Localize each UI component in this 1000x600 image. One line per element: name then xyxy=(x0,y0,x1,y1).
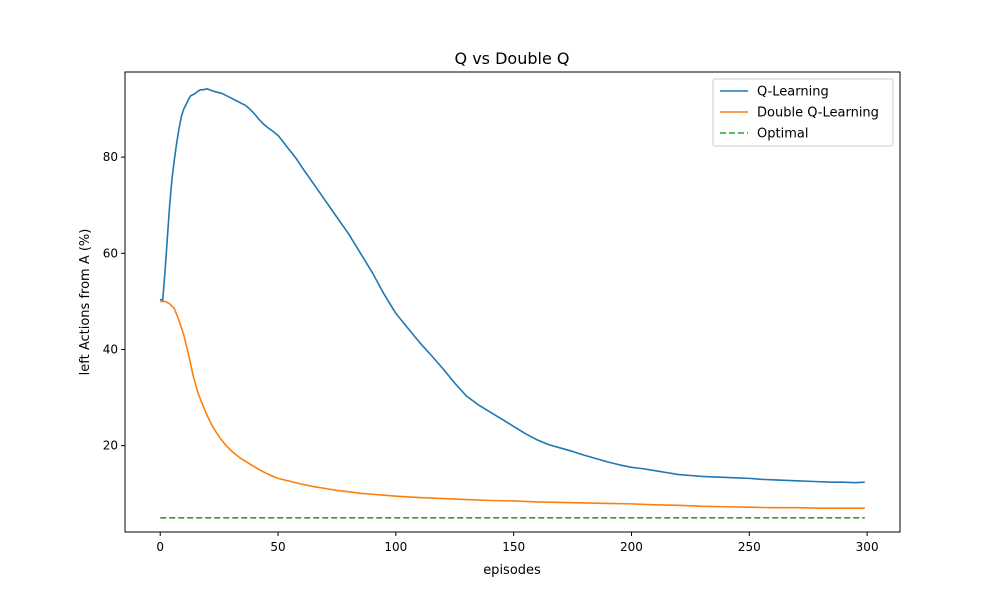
legend-label-optimal: Optimal xyxy=(757,127,808,142)
legend-label-double-q-learning: Double Q-Learning xyxy=(757,106,879,121)
x-tick-label: 300 xyxy=(856,540,879,554)
x-tick-label: 0 xyxy=(156,540,164,554)
y-tick-label: 20 xyxy=(103,439,118,453)
x-tick-label: 250 xyxy=(738,540,761,554)
x-axis-label: episodes xyxy=(483,563,541,578)
legend: Q-Learning Double Q-Learning Optimal xyxy=(712,78,894,147)
y-axis-ticks: 20 40 60 80 xyxy=(103,150,125,453)
x-tick-label: 150 xyxy=(502,540,525,554)
legend-box xyxy=(712,78,894,147)
plot-lines xyxy=(159,88,865,519)
y-axis-label: left Actions from A (%) xyxy=(78,229,93,376)
x-tick-label: 100 xyxy=(384,540,407,554)
plot-frame xyxy=(124,71,901,533)
y-tick-label: 60 xyxy=(103,246,118,260)
y-tick-label: 40 xyxy=(103,342,118,356)
legend-label-q-learning: Q-Learning xyxy=(757,85,829,100)
series-line-double-q-learning xyxy=(160,300,865,509)
x-tick-label: 200 xyxy=(620,540,643,554)
x-axis-ticks: 0 50 100 150 200 250 300 xyxy=(156,532,879,554)
y-tick-label: 80 xyxy=(103,150,118,164)
x-tick-label: 50 xyxy=(270,540,285,554)
series-line-q-learning xyxy=(159,88,865,484)
chart-title: Q vs Double Q xyxy=(455,49,570,68)
